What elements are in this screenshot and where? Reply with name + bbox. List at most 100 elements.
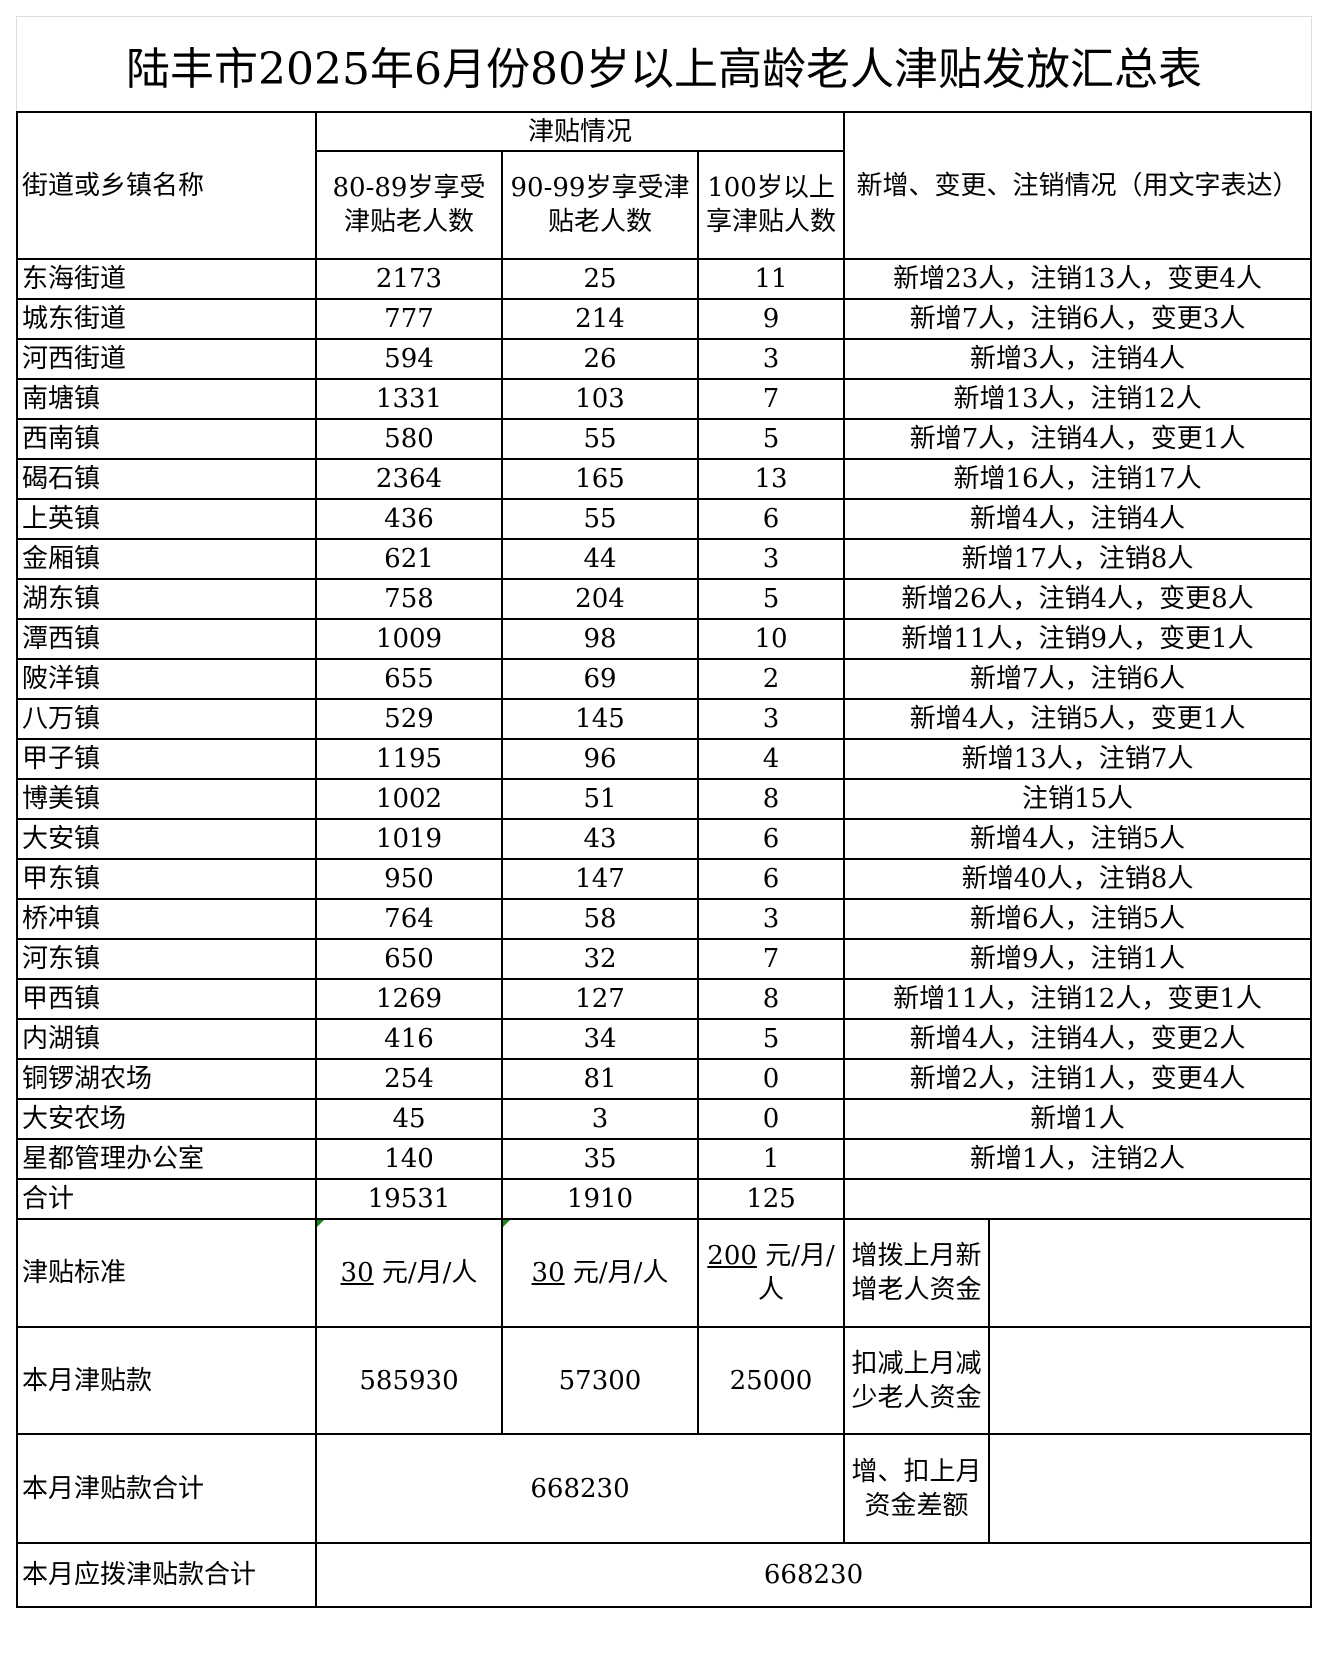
standard-side-label: 增拨上月新增老人资金 — [843, 1218, 991, 1328]
row-name: 东海街道 — [16, 258, 317, 300]
table-row: 八万镇 529 145 3 新增4人，注销5人，变更1人 — [16, 698, 1313, 740]
row-count-100-plus: 8 — [696, 778, 846, 820]
row-count-90-99: 43 — [501, 818, 699, 860]
row-count-100-plus: 1 — [696, 1138, 846, 1180]
row-count-90-99: 32 — [501, 938, 699, 980]
row-count-90-99: 165 — [501, 458, 699, 500]
row-count-100-plus: 3 — [696, 338, 846, 380]
monthly-c1: 585930 — [315, 1326, 503, 1435]
payable-total-label: 本月应拨津贴款合计 — [16, 1542, 317, 1608]
row-changes: 新增17人，注销8人 — [843, 538, 1313, 580]
row-count-100-plus: 6 — [696, 858, 846, 900]
table-row: 铜锣湖农场 254 81 0 新增2人，注销1人，变更4人 — [16, 1058, 1313, 1100]
payable-total-value: 668230 — [314, 1542, 1313, 1608]
header-name: 街道或乡镇名称 — [16, 111, 317, 260]
row-count-80-89: 416 — [315, 1018, 503, 1060]
row-count-80-89: 650 — [315, 938, 503, 980]
row-count-100-plus: 13 — [696, 458, 846, 500]
table-row: 西南镇 580 55 5 新增7人，注销4人，变更1人 — [16, 418, 1313, 460]
table-row: 陂洋镇 655 69 2 新增7人，注销6人 — [16, 658, 1313, 700]
total-c2: 1910 — [501, 1178, 699, 1220]
table-row: 大安镇 1019 43 6 新增4人，注销5人 — [16, 818, 1313, 860]
standard-c3-unit: 元/月/人 — [758, 1241, 835, 1305]
monthly-total-side-value — [988, 1433, 1313, 1544]
row-name: 大安农场 — [16, 1098, 317, 1140]
row-changes: 新增3人，注销4人 — [843, 338, 1313, 380]
row-name: 上英镇 — [16, 498, 317, 540]
total-c1: 19531 — [315, 1178, 503, 1220]
row-name: 陂洋镇 — [16, 658, 317, 700]
row-name: 八万镇 — [16, 698, 317, 740]
row-count-90-99: 35 — [501, 1138, 699, 1180]
monthly-c3: 25000 — [696, 1326, 846, 1435]
row-count-100-plus: 7 — [696, 378, 846, 420]
row-count-100-plus: 6 — [696, 818, 846, 860]
row-changes: 新增13人，注销12人 — [843, 378, 1313, 420]
row-changes: 新增2人，注销1人，变更4人 — [843, 1058, 1313, 1100]
row-count-100-plus: 7 — [696, 938, 846, 980]
table-row: 碣石镇 2364 165 13 新增16人，注销17人 — [16, 458, 1313, 500]
row-count-90-99: 51 — [501, 778, 699, 820]
table-row: 金厢镇 621 44 3 新增17人，注销8人 — [16, 538, 1313, 580]
row-changes: 新增7人，注销6人 — [843, 658, 1313, 700]
row-count-90-99: 98 — [501, 618, 699, 660]
row-count-100-plus: 0 — [696, 1098, 846, 1140]
row-count-80-89: 764 — [315, 898, 503, 940]
row-name: 西南镇 — [16, 418, 317, 460]
row-count-100-plus: 5 — [696, 1018, 846, 1060]
row-name: 金厢镇 — [16, 538, 317, 580]
table-row: 桥冲镇 764 58 3 新增6人，注销5人 — [16, 898, 1313, 940]
row-name: 铜锣湖农场 — [16, 1058, 317, 1100]
summary-table: 街道或乡镇名称 津贴情况 新增、变更、注销情况（用文字表达） 80-89岁享受津… — [16, 111, 1313, 1608]
row-count-80-89: 436 — [315, 498, 503, 540]
row-count-90-99: 147 — [501, 858, 699, 900]
row-changes: 注销15人 — [843, 778, 1313, 820]
standard-c3-amount: 200 — [707, 1241, 757, 1271]
table-row: 星都管理办公室 140 35 1 新增1人，注销2人 — [16, 1138, 1313, 1180]
table-row: 甲子镇 1195 96 4 新增13人，注销7人 — [16, 738, 1313, 780]
row-changes: 新增23人，注销13人，变更4人 — [843, 258, 1313, 300]
row-count-90-99: 55 — [501, 498, 699, 540]
row-name: 内湖镇 — [16, 1018, 317, 1060]
row-count-100-plus: 0 — [696, 1058, 846, 1100]
row-count-90-99: 25 — [501, 258, 699, 300]
row-changes: 新增4人，注销4人 — [843, 498, 1313, 540]
row-count-90-99: 81 — [501, 1058, 699, 1100]
row-count-80-89: 758 — [315, 578, 503, 620]
row-count-80-89: 2364 — [315, 458, 503, 500]
table-row: 潭西镇 1009 98 10 新增11人，注销9人，变更1人 — [16, 618, 1313, 660]
monthly-side-label: 扣减上月减少老人资金 — [843, 1326, 991, 1435]
table-row: 上英镇 436 55 6 新增4人，注销4人 — [16, 498, 1313, 540]
monthly-total-label: 本月津贴款合计 — [16, 1433, 317, 1544]
row-count-80-89: 45 — [315, 1098, 503, 1140]
standard-label: 津贴标准 — [16, 1218, 317, 1328]
row-count-80-89: 1331 — [315, 378, 503, 420]
row-count-90-99: 69 — [501, 658, 699, 700]
row-changes: 新增4人，注销4人，变更2人 — [843, 1018, 1313, 1060]
page-title: 陆丰市2025年6月份80岁以上高龄老人津贴发放汇总表 — [16, 16, 1312, 112]
header-col2: 90-99岁享受津贴老人数 — [501, 150, 699, 260]
row-name: 大安镇 — [16, 818, 317, 860]
row-count-80-89: 1002 — [315, 778, 503, 820]
row-count-90-99: 34 — [501, 1018, 699, 1060]
row-count-90-99: 55 — [501, 418, 699, 460]
standard-c1-unit: 元/月/人 — [381, 1258, 478, 1288]
header-col1: 80-89岁享受津贴老人数 — [315, 150, 503, 260]
row-count-100-plus: 6 — [696, 498, 846, 540]
table-row: 南塘镇 1331 103 7 新增13人，注销12人 — [16, 378, 1313, 420]
row-count-100-plus: 3 — [696, 538, 846, 580]
row-name: 河西街道 — [16, 338, 317, 380]
row-changes: 新增6人，注销5人 — [843, 898, 1313, 940]
row-count-80-89: 655 — [315, 658, 503, 700]
row-count-90-99: 58 — [501, 898, 699, 940]
table-row: 东海街道 2173 25 11 新增23人，注销13人，变更4人 — [16, 258, 1313, 300]
row-changes: 新增1人 — [843, 1098, 1313, 1140]
row-count-80-89: 254 — [315, 1058, 503, 1100]
row-count-80-89: 1009 — [315, 618, 503, 660]
header-group: 津贴情况 — [314, 111, 846, 152]
row-count-80-89: 777 — [315, 298, 503, 340]
row-changes: 新增13人，注销7人 — [843, 738, 1313, 780]
row-changes: 新增1人，注销2人 — [843, 1138, 1313, 1180]
row-count-90-99: 145 — [501, 698, 699, 740]
row-count-100-plus: 5 — [696, 418, 846, 460]
